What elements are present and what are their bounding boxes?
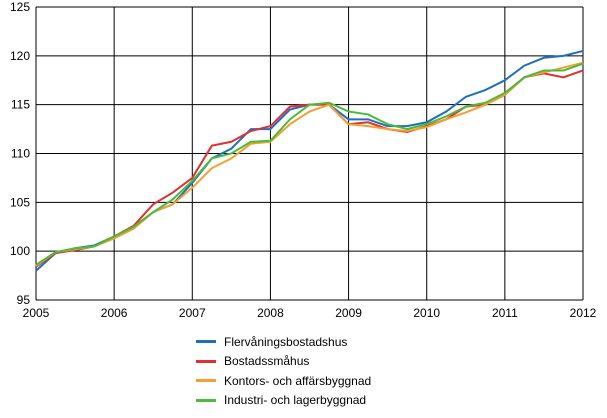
series-line-3 xyxy=(35,62,584,266)
legend-swatch xyxy=(196,379,216,383)
x-tick-label: 2006 xyxy=(101,306,128,320)
series-line-2 xyxy=(35,61,584,267)
legend-label: Kontors- och affärsbyggnad xyxy=(224,373,372,388)
legend-label: Bostadssmåhus xyxy=(224,354,310,369)
y-tick-label: 125 xyxy=(10,0,30,14)
line-chart: 95 100 105 110 115 120 125 2005 2006 2007 2008 2009… xyxy=(10,0,597,320)
y-tick-label: 120 xyxy=(10,49,30,63)
legend-swatch xyxy=(196,340,216,344)
x-tick-label: 2007 xyxy=(179,306,206,320)
y-tick-label: 95 xyxy=(17,293,31,307)
legend-item: Industri- och lagerbyggnad xyxy=(196,391,371,411)
legend-item: Kontors- och affärsbyggnad xyxy=(196,371,371,391)
y-tick-label: 110 xyxy=(11,147,30,161)
legend-item: Flervåningsbostadshus xyxy=(196,332,371,352)
grid xyxy=(35,6,584,301)
legend-label: Industri- och lagerbyggnad xyxy=(224,393,367,408)
legend-swatch xyxy=(196,398,216,402)
x-tick-label: 2011 xyxy=(492,306,518,320)
x-tick-label: 2012 xyxy=(570,306,597,320)
x-tick-label: 2009 xyxy=(335,306,362,320)
series-line-0 xyxy=(35,49,584,272)
y-tick-label: 100 xyxy=(10,244,30,258)
tick-labels: 95 100 105 110 115 120 125 2005 2006 2007 2008 2009… xyxy=(10,0,597,320)
x-tick-label: 2005 xyxy=(23,306,50,320)
legend-label: Flervåningsbostadshus xyxy=(224,334,348,349)
series-lines xyxy=(35,49,584,272)
y-tick-label: 115 xyxy=(11,98,30,112)
x-tick-label: 2010 xyxy=(413,306,440,320)
legend: Flervåningsbostadshus Bostadssmåhus Kontor… xyxy=(196,332,371,410)
x-tick-label: 2008 xyxy=(257,306,284,320)
y-tick-label: 105 xyxy=(10,195,30,209)
legend-swatch xyxy=(196,359,216,363)
legend-item: Bostadssmåhus xyxy=(196,352,371,372)
